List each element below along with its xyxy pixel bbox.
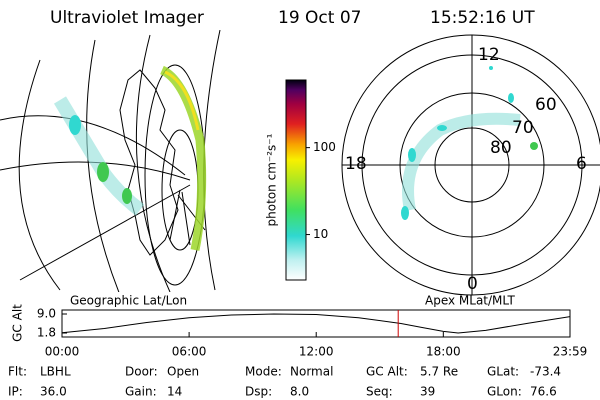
status-label: Flt:: [8, 365, 27, 379]
instrument-title: Ultraviolet Imager: [50, 8, 204, 28]
x-tick-label: 00:00: [45, 345, 80, 359]
status-label: GLat:: [487, 365, 519, 379]
status-label: Seq:: [366, 385, 393, 399]
colorbar: [285, 79, 307, 281]
x-tick-label: 18:00: [426, 345, 461, 359]
colorbar-tick-label: 100: [313, 140, 336, 154]
status-label: Dsp:: [245, 385, 272, 399]
lat-label: 70: [512, 118, 534, 138]
status-value: Open: [167, 365, 199, 379]
mlt-label: 12: [478, 45, 500, 65]
colorbar-label: photon cm⁻²s⁻¹: [265, 133, 279, 226]
geographic-map: [0, 30, 221, 292]
time: 15:52:16 UT: [430, 8, 535, 28]
mlt-label: 6: [576, 154, 587, 174]
status-value: LBHL: [40, 365, 71, 379]
y-tick-label: 9.0: [37, 307, 56, 321]
status-label: Door:: [125, 365, 158, 379]
status-label: GC Alt:: [366, 365, 408, 379]
status-value: 14: [167, 385, 182, 399]
mlt-label: 0: [467, 274, 478, 294]
x-tick-label: 12:00: [299, 345, 334, 359]
colorbar-tick-label: 10: [313, 227, 328, 241]
status-value: 8.0: [290, 385, 309, 399]
lat-label: 80: [490, 138, 512, 158]
altitude-line: [61, 313, 571, 334]
status-value: 5.7 Re: [420, 365, 458, 379]
map-caption: Geographic Lat/Lon: [70, 294, 187, 308]
polar-plot: 12 18 6 0 60 70 80: [341, 34, 600, 296]
y-axis-label: GC Alt: [11, 304, 25, 342]
status-label: IP:: [8, 385, 23, 399]
status-value: Normal: [290, 365, 333, 379]
status-value: 76.6: [530, 385, 557, 399]
status-value: -73.4: [530, 365, 561, 379]
status-value: 36.0: [40, 385, 67, 399]
status-label: Mode:: [245, 365, 282, 379]
status-label: Gain:: [125, 385, 157, 399]
polar-caption: Apex MLat/MLT: [425, 294, 515, 308]
x-tick-label: 06:00: [172, 345, 207, 359]
lat-label: 60: [535, 95, 557, 115]
x-tick-label: 23:59: [553, 345, 588, 359]
status-value: 39: [420, 385, 435, 399]
y-tick-label: 1.8: [37, 326, 56, 340]
status-label: GLon:: [487, 385, 522, 399]
date: 19 Oct 07: [278, 8, 361, 28]
mlt-label: 18: [345, 154, 367, 174]
